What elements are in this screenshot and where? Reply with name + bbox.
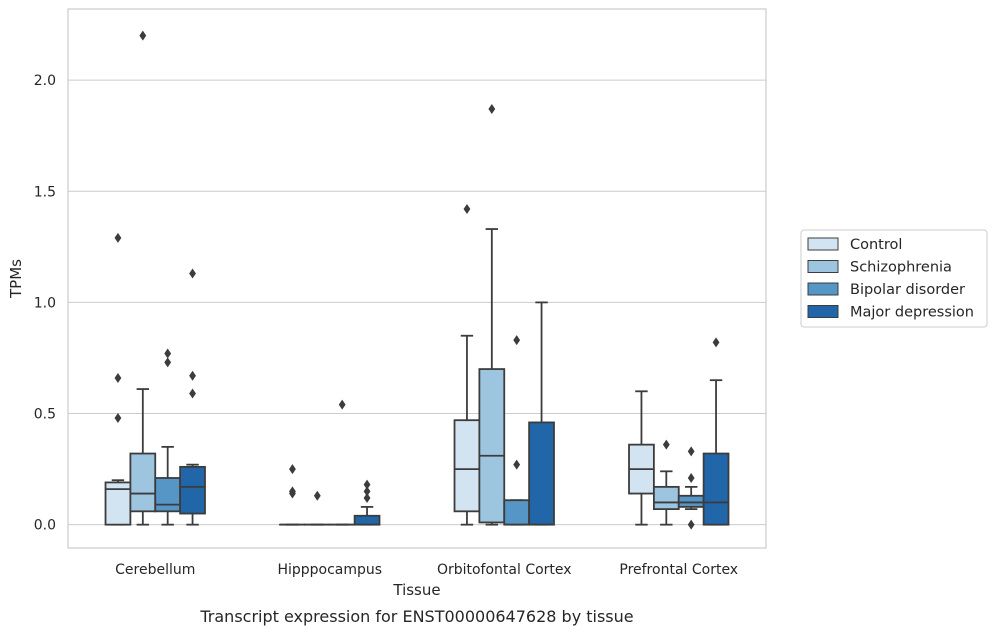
outlier-point [189,370,196,381]
box-iqr [453,419,481,513]
legend-swatch [807,282,839,296]
box-iqr [129,452,157,513]
outlier-point [662,439,670,450]
box-iqr [179,465,206,515]
category-group [104,30,206,526]
outlier-point [164,357,172,368]
grid-lines [68,79,766,526]
y-tick-label: 1.5 [34,184,56,200]
outlier-point [289,488,296,499]
category-group [453,104,555,526]
outlier-point [164,348,172,359]
x-tick-label: Orbitofontal Cortex [437,562,572,578]
outlier-point [687,472,695,483]
category-group [628,337,730,530]
outlier-point [488,104,496,115]
plot-frame [67,8,767,549]
legend-label: Bipolar disorder [850,282,965,298]
outlier-point [189,388,196,399]
outlier-point [712,337,720,348]
outlier-point [114,232,122,243]
box-groups [104,30,730,530]
outlier-point [513,459,521,470]
y-tick-label: 1.0 [34,295,56,311]
y-tick-label: 0.0 [34,518,56,534]
category-group [279,399,381,526]
legend-label: Control [850,237,902,253]
x-tick-labels: Cerebellum Hipppocampus Orbitofontal Corte… [115,562,738,578]
box-iqr [478,368,506,524]
outlier-point [363,486,371,497]
chart-caption: Transcript expression for ENST0000064762… [199,607,633,626]
legend-label: Schizophrenia [850,260,952,276]
box-iqr [702,452,730,526]
box-iqr [503,499,531,526]
y-axis-label: TPMs [7,259,25,299]
outlier-point [289,464,296,475]
outlier-point [114,372,122,383]
outlier-point [114,412,122,423]
legend: Control Schizophrenia Bipolar disorder Majo… [800,229,988,328]
y-tick-label: 2.0 [34,73,56,89]
box-iqr [652,485,680,511]
outlier-point [189,268,196,279]
box-iqr [677,494,705,508]
x-tick-label: Cerebellum [115,562,195,578]
y-tick-labels: 0.0 0.5 1.0 1.5 2.0 [34,73,56,534]
x-tick-label: Hipppocampus [277,562,382,578]
legend-label: Major depression [850,305,974,321]
legend-swatch [807,305,839,318]
y-tick-label: 0.5 [34,407,56,423]
outlier-point [363,492,371,503]
x-tick-label: Prefrontal Cortex [619,562,738,578]
legend-swatch [807,260,839,273]
box-iqr [154,477,182,513]
outlier-point [313,490,321,501]
box-iqr [353,514,381,526]
outlier-point [687,519,695,530]
outlier-point [363,479,371,490]
legend-frame [800,229,988,328]
box-iqr [528,421,555,526]
outlier-point [463,204,471,215]
outlier-point [687,446,695,457]
legend-swatch [807,237,839,251]
outlier-point [513,335,521,346]
outlier-point [139,30,147,41]
x-axis-label: Tissue [392,581,440,599]
outlier-point [338,399,346,410]
